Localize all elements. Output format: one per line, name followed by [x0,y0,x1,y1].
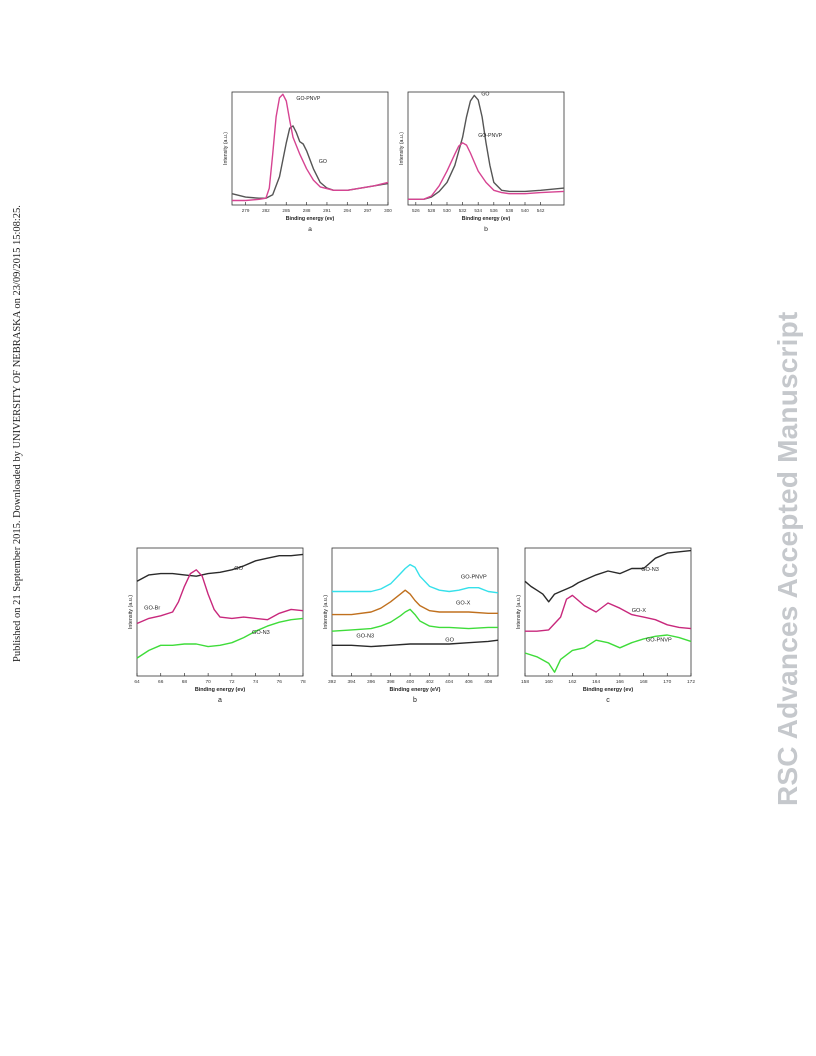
x-tick-label: 64 [134,679,140,685]
series-line-go-br [136,569,304,625]
x-tick-label: 532 [459,208,467,213]
panel-label: c [606,697,610,704]
series-label: GO-N3 [252,630,270,636]
series-line-go-pnvp [332,563,499,594]
x-tick-label: 297 [364,208,372,213]
x-tick-label: 166 [616,679,624,685]
series-line-go [332,639,499,648]
x-tick-label: 530 [443,208,451,213]
series-line-go-n3 [331,608,498,632]
x-tick-label: 72 [229,679,235,685]
x-tick-label: 74 [253,679,259,685]
series-line-go-pnvp [408,142,565,201]
x-tick-label: 288 [303,208,311,213]
series-line-go-pnvp [524,634,692,673]
x-tick-label: 534 [474,208,482,213]
x-axis-label: Binding energy (ev) [286,216,335,222]
x-tick-label: 404 [445,679,453,685]
x-tick-label: 70 [205,679,211,685]
x-tick-label: 282 [262,208,270,213]
series-line-go-x [332,589,498,616]
x-axis-label: Binding energy (ev) [583,687,634,693]
series-line-go [136,553,304,582]
series-line-go-n3 [136,617,304,659]
series-label: GO [319,159,327,165]
series-line-go-n3 [524,549,692,603]
series-label: GO-N3 [641,567,659,573]
chart-top-b: 526 528 530 532 534 536 538 540 542 GO GO-PNVP Bind… [399,91,565,233]
panel-label: a [308,226,312,233]
x-tick-label: 300 [384,208,392,213]
x-tick-label: 400 [406,679,414,685]
x-tick-label: 294 [343,208,351,213]
x-tick-label: 168 [640,679,648,685]
plot-frame [136,547,304,677]
plot-frame [524,547,692,677]
y-axis-label: Intensity (a.u.) [128,595,134,629]
x-tick-label: 394 [348,679,356,685]
x-tick-label: 279 [242,208,250,213]
x-tick-label: 526 [412,208,420,213]
series-line-go-pnvp [232,93,389,202]
series-label: GO-PNVP [296,96,320,102]
series-line-go [408,94,565,201]
x-tick-label: 170 [663,679,671,685]
y-axis-label: Intensity (a.u.) [399,132,405,165]
chart-bottom-c: 158 160 162 164 166 168 170 172 GO-N3 GO-X GO-PNVP… [516,547,695,704]
series-label: GO-X [632,608,647,614]
x-axis-label: Binding energy (ev) [195,687,246,693]
x-tick-label: 76 [277,679,283,685]
y-axis-label: Intensity (a.u.) [323,595,329,629]
y-axis-label: Intensity (a.u.) [223,132,229,165]
x-tick-label: 396 [367,679,375,685]
series-label: GO-N3 [356,634,374,640]
x-tick-label: 406 [465,679,473,685]
x-axis-label: Binding energy (eV) [390,687,441,693]
series-label: GO-PNVP [646,637,672,643]
chart-top-a: 279 282 285 288 291 294 297 300 GO-PNVP GO Binding… [223,91,392,233]
series-label: GO-PNVP [478,133,502,139]
x-tick-label: 66 [158,679,164,685]
x-tick-label: 408 [484,679,492,685]
x-tick-label: 164 [592,679,600,685]
series-label: GO-X [456,600,471,606]
x-tick-label: 291 [323,208,331,213]
series-line-go-x [525,594,692,632]
plot-frame [231,91,389,206]
y-axis-label: Intensity (a.u.) [516,595,522,629]
x-tick-label: 538 [506,208,514,213]
panel-label: b [413,697,417,704]
x-tick-label: 160 [545,679,553,685]
series-label: GO-PNVP [461,575,487,581]
x-tick-label: 536 [490,208,498,213]
x-tick-label: 162 [568,679,576,685]
plot-frame [407,91,565,206]
x-tick-label: 528 [428,208,436,213]
x-tick-label: 402 [426,679,434,685]
series-label: GO-Br [144,605,160,611]
x-tick-label: 392 [328,679,336,685]
series-label: GO [234,566,243,572]
x-tick-label: 78 [300,679,306,685]
x-tick-label: 540 [521,208,529,213]
chart-bottom-b: 392 394 396 398 400 402 404 406 408 GO-PNVP GO-X GO… [323,547,499,704]
series-label: GO [481,91,489,97]
series-label: GO [445,637,454,643]
x-tick-label: 172 [687,679,695,685]
chart-bottom-a: 64 66 68 70 72 74 76 78 GO GO-Br GO-N3 Binding ener… [128,547,306,704]
x-tick-label: 285 [282,208,290,213]
panel-label: b [484,226,488,233]
x-tick-label: 542 [537,208,545,213]
panel-label: a [218,697,222,704]
x-tick-label: 398 [387,679,395,685]
x-tick-label: 68 [182,679,188,685]
x-axis-label: Binding energy (ev) [462,216,511,222]
x-tick-label: 158 [521,679,529,685]
